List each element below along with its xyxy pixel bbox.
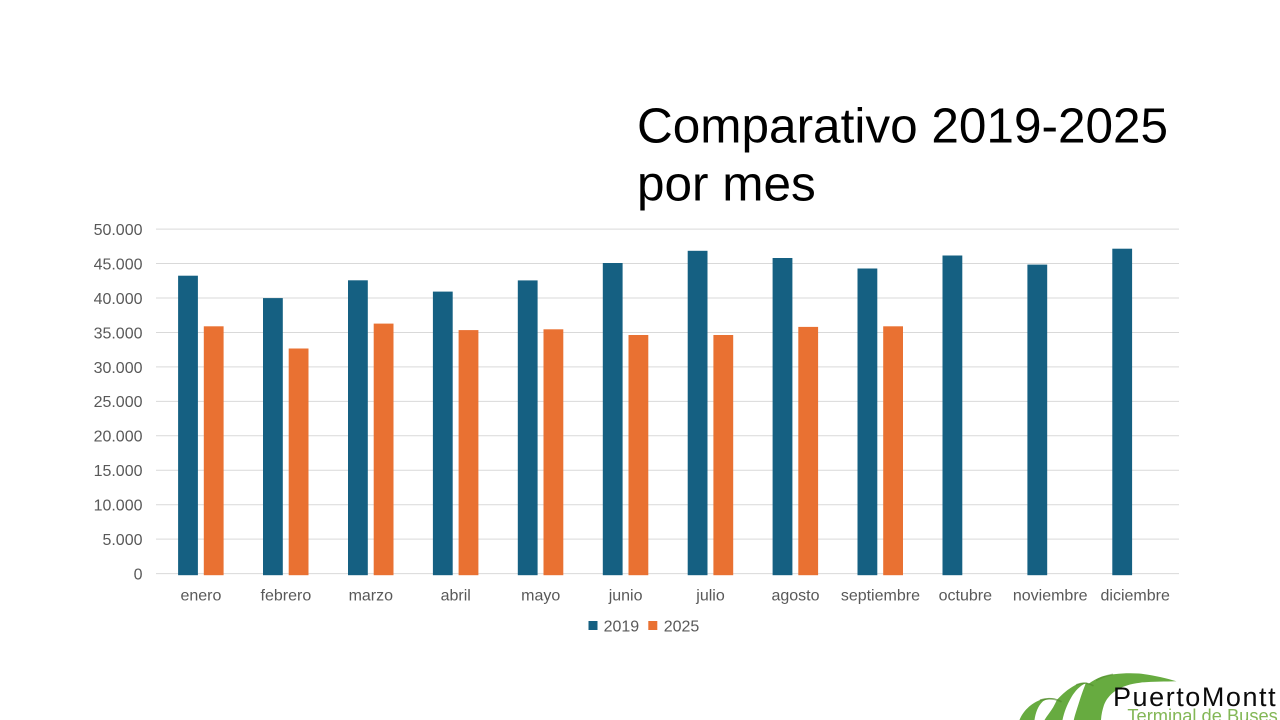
svg-text:30.000: 30.000	[94, 360, 143, 377]
svg-text:junio: junio	[608, 588, 643, 605]
svg-text:por mes: por mes	[637, 157, 816, 212]
svg-text:10.000: 10.000	[94, 498, 143, 515]
svg-text:febrero: febrero	[261, 588, 312, 605]
svg-text:enero: enero	[180, 588, 221, 605]
svg-text:Terminal de Buses: Terminal de Buses	[1127, 705, 1277, 720]
svg-text:2025: 2025	[664, 618, 700, 635]
svg-text:abril: abril	[441, 588, 471, 605]
svg-text:20.000: 20.000	[94, 429, 143, 446]
svg-text:PuertoMontt: PuertoMontt	[1113, 682, 1277, 712]
svg-text:15.000: 15.000	[94, 463, 143, 480]
svg-text:octubre: octubre	[939, 588, 992, 605]
svg-text:noviembre: noviembre	[1013, 588, 1088, 605]
svg-text:julio: julio	[695, 588, 725, 605]
svg-text:Comparativo 2019-2025: Comparativo 2019-2025	[637, 99, 1168, 154]
svg-text:septiembre: septiembre	[841, 588, 920, 605]
svg-text:marzo: marzo	[349, 588, 394, 605]
svg-text:0: 0	[134, 567, 143, 584]
svg-text:diciembre: diciembre	[1101, 588, 1170, 605]
svg-text:40.000: 40.000	[94, 291, 143, 308]
svg-text:5.000: 5.000	[102, 532, 142, 549]
svg-text:mayo: mayo	[521, 588, 560, 605]
svg-text:25.000: 25.000	[94, 394, 143, 411]
svg-text:agosto: agosto	[771, 588, 819, 605]
svg-text:50.000: 50.000	[94, 222, 143, 239]
svg-text:35.000: 35.000	[94, 325, 143, 342]
svg-text:45.000: 45.000	[94, 256, 143, 273]
svg-text:2019: 2019	[604, 618, 640, 635]
